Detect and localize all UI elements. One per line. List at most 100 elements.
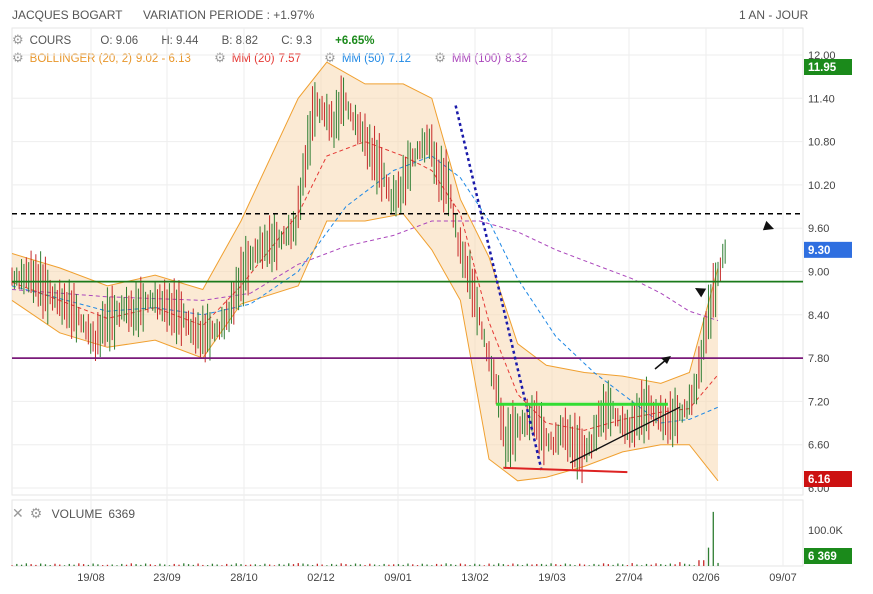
cours-label: COURS <box>29 35 72 47</box>
price-bar <box>450 184 459 257</box>
volume-bar <box>350 564 352 566</box>
volume-bar <box>97 564 99 566</box>
price-bar <box>555 415 564 455</box>
price-bar <box>488 341 497 405</box>
volume-bar <box>626 565 629 566</box>
volume-bar <box>583 564 586 566</box>
volume-bar <box>245 564 247 566</box>
volume-bar <box>159 563 161 566</box>
open-value: O: 9.06 <box>100 35 139 47</box>
last-price-badge: 9.30 <box>804 241 852 258</box>
price-bar <box>106 285 116 352</box>
volume-bar <box>512 563 514 566</box>
close-icon[interactable]: ✕ <box>12 505 24 521</box>
volume-bar <box>273 565 276 566</box>
volume-bar <box>221 565 223 566</box>
gear-icon[interactable]: ⚙ <box>29 505 43 521</box>
price-bar <box>679 399 688 423</box>
volume-bar <box>140 564 142 566</box>
price-bar <box>288 211 297 250</box>
volume-last-badge: 6 369 <box>804 548 852 564</box>
volume-bar <box>684 563 686 566</box>
x-tick-label: 13/02 <box>461 572 489 584</box>
volume-bar <box>469 565 471 566</box>
volume-bar <box>369 563 371 566</box>
price-bar <box>517 409 526 441</box>
price-bar <box>192 308 201 358</box>
volume-bar <box>192 564 194 566</box>
volume-bar <box>569 564 571 566</box>
volume-bar <box>431 565 433 566</box>
price-bar <box>78 307 87 340</box>
bollinger-values: 9.02 - 6.13 <box>135 53 191 65</box>
svg-text:6.16: 6.16 <box>808 474 830 486</box>
bollinger-lower-line <box>11 213 719 482</box>
high-price-badge: 11.95 <box>804 59 852 75</box>
period-selector[interactable]: 1 AN - JOUR <box>739 8 809 22</box>
price-bar <box>145 290 154 313</box>
price-legend: ⚙ COURS O: 9.06 H: 9.44 B: 8.82 C: 9.3 +6… <box>12 32 380 48</box>
volume-bar <box>383 563 385 566</box>
volume-bar <box>717 562 719 566</box>
volume-bar <box>703 560 705 566</box>
volume-bar <box>316 563 318 566</box>
price-bar <box>259 224 268 269</box>
gear-icon[interactable]: ⚙ <box>214 50 226 65</box>
volume-bar <box>602 563 605 566</box>
volume-bar <box>92 563 94 566</box>
price-bar <box>125 286 135 336</box>
price-bar <box>364 113 373 181</box>
volume-bar <box>125 564 128 566</box>
volume-bar <box>455 564 457 566</box>
price-bar <box>11 267 20 290</box>
price-bar <box>335 75 345 141</box>
volume-bar <box>450 564 452 566</box>
volume-bar <box>650 564 652 566</box>
gear-icon[interactable]: ⚙ <box>434 50 446 65</box>
price-bar <box>440 145 449 217</box>
volume-bar <box>517 564 519 566</box>
volume-bar <box>121 563 123 566</box>
volume-bar <box>559 564 562 566</box>
volume-bar <box>44 564 47 566</box>
mm20-label: MM (20) <box>231 53 275 65</box>
volume-bar <box>130 563 132 566</box>
price-bar <box>536 391 545 466</box>
volume-bar <box>588 565 590 566</box>
volume-bar <box>621 564 624 566</box>
gear-icon[interactable]: ⚙ <box>12 50 24 65</box>
volume-bar <box>674 564 676 566</box>
price-bar <box>431 124 440 202</box>
volume-bar <box>297 563 299 566</box>
arrow-icon <box>695 288 707 298</box>
x-tick-label: 09/01 <box>384 572 412 584</box>
volume-legend: ✕ ⚙ VOLUME 6369 <box>12 505 135 522</box>
volume-bar <box>240 564 242 566</box>
volume-bar <box>183 563 185 566</box>
volume-bar <box>40 563 42 566</box>
volume-bar <box>173 563 175 566</box>
volume-bar <box>435 563 438 566</box>
volume-bar <box>426 564 428 566</box>
mm100-label: MM (100) <box>451 53 502 65</box>
volume-bar <box>278 563 280 566</box>
volume-bar <box>502 564 505 566</box>
volume-bar <box>545 564 547 566</box>
volume-bar <box>35 564 37 566</box>
support-line <box>503 466 628 474</box>
volume-bar <box>531 564 533 566</box>
volume-bar <box>321 564 323 566</box>
gear-icon[interactable]: ⚙ <box>324 50 336 65</box>
volume-bar <box>283 564 285 566</box>
volume-bar <box>407 563 409 566</box>
volume-bar <box>488 563 490 566</box>
price-bar <box>393 171 402 217</box>
volume-bar <box>564 563 567 566</box>
x-tick-label: 19/08 <box>77 572 105 584</box>
mm50-label: MM (50) <box>341 53 385 65</box>
volume-bar <box>87 564 90 566</box>
volume-bar <box>536 564 538 566</box>
gear-icon[interactable]: ⚙ <box>12 32 24 47</box>
mm20-line <box>11 141 719 431</box>
